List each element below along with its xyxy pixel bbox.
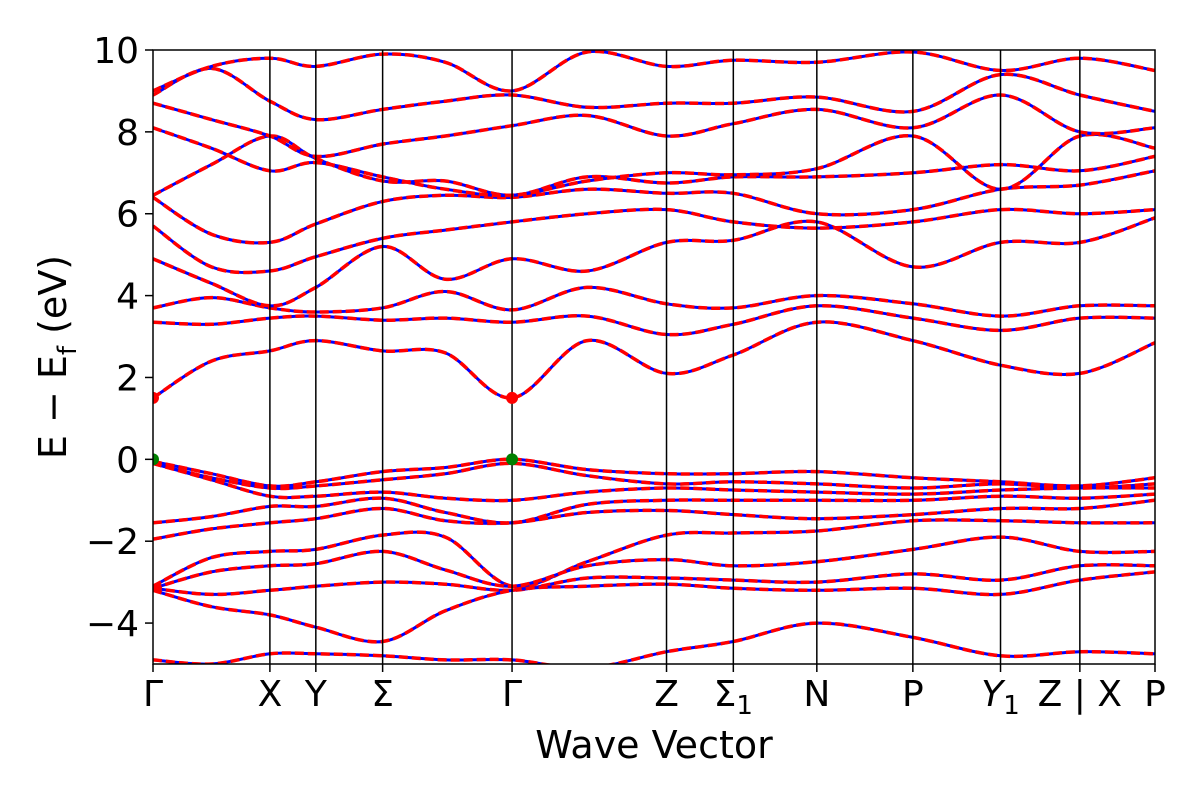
band-19 [153, 66, 1155, 122]
band-6 [153, 535, 1155, 590]
y-tick-label: −4 [86, 604, 139, 645]
band-18 [153, 93, 1155, 159]
bands-layer [153, 50, 1155, 664]
band-dashed-line [153, 207, 1155, 275]
band-5 [153, 518, 1155, 589]
x-tick-label: P [902, 674, 924, 715]
x-tick-label: X [258, 674, 283, 715]
x-tick-label: N [803, 674, 830, 715]
band-20 [153, 50, 1155, 93]
band-dashed-line [153, 126, 1155, 198]
y-tick-label: 4 [116, 277, 139, 318]
band-dashed-line [153, 492, 1155, 525]
y-axis-label-unit: (eV) [31, 255, 75, 346]
band-16 [153, 134, 1155, 198]
x-tick-label: Γ [143, 674, 163, 715]
extremum-marker [506, 391, 519, 404]
y-tick-label: −2 [86, 522, 139, 563]
band-dashed-line [153, 285, 1155, 318]
band-0 [153, 457, 1155, 488]
band-15 [153, 169, 1155, 245]
band-8 [153, 570, 1155, 644]
extremum-marker [153, 391, 159, 404]
high-symmetry-lines [269, 50, 1081, 664]
band-3 [153, 492, 1155, 525]
band-dashed-line [153, 134, 1155, 198]
x-tick-label: Γ [502, 674, 522, 715]
x-axis-ticks: Γ X Y Σ Γ Z Σ1 N P Y1 Z | X P [143, 664, 1166, 721]
band-dashed-line [153, 66, 1155, 122]
band-10 [153, 320, 1155, 400]
x-tick-label: Z | X [1038, 674, 1122, 715]
x-tick-label: Z [654, 674, 679, 715]
band-1 [153, 461, 1155, 491]
band-dashed-line [153, 461, 1155, 503]
x-tick-label: Σ1 [714, 674, 753, 721]
band-dashed-line [153, 320, 1155, 400]
extremum-marker [506, 453, 519, 466]
y-tick-label: 8 [116, 113, 139, 154]
plot-frame [152, 49, 1156, 665]
band-dashed-line [153, 457, 1155, 488]
band-13 [153, 216, 1155, 308]
band-dashed-line [153, 498, 1155, 541]
band-17 [153, 126, 1155, 198]
band-7 [153, 562, 1155, 597]
band-dashed-line [153, 93, 1155, 159]
y-axis-ticks: 10 8 6 4 2 0 −2 −4 [86, 31, 153, 645]
band-4 [153, 498, 1155, 541]
x-tick-label: Y1 [981, 674, 1020, 721]
band-2 [153, 461, 1155, 503]
extremum-markers [153, 391, 519, 466]
band-dashed-line [153, 169, 1155, 245]
y-tick-label: 0 [116, 440, 139, 481]
x-tick-label: Σ [371, 674, 394, 715]
band-dashed-line [153, 518, 1155, 589]
y-tick-label: 6 [116, 195, 139, 236]
y-axis-label: E − Ef (eV) [31, 255, 83, 459]
band-dashed-line [153, 50, 1155, 93]
y-axis-label-main: E − E [31, 355, 75, 459]
x-tick-label: Y [304, 674, 328, 715]
y-axis-label-subscript: f [53, 345, 83, 355]
y-tick-label: 10 [93, 31, 139, 72]
extremum-marker [153, 453, 159, 466]
band-dashed-line [153, 304, 1155, 337]
band-dashed-line [153, 570, 1155, 644]
band-dashed-line [153, 621, 1155, 664]
x-tick-label: P [1144, 674, 1166, 715]
band-14 [153, 207, 1155, 275]
band-dashed-line [153, 461, 1155, 491]
band-dashed-line [153, 562, 1155, 597]
band-11 [153, 304, 1155, 337]
x-axis-label: Wave Vector [535, 723, 773, 767]
band-12 [153, 285, 1155, 318]
band-9 [153, 621, 1155, 664]
y-tick-label: 2 [116, 358, 139, 399]
band-dashed-line [153, 535, 1155, 590]
band-dashed-line [153, 216, 1155, 308]
